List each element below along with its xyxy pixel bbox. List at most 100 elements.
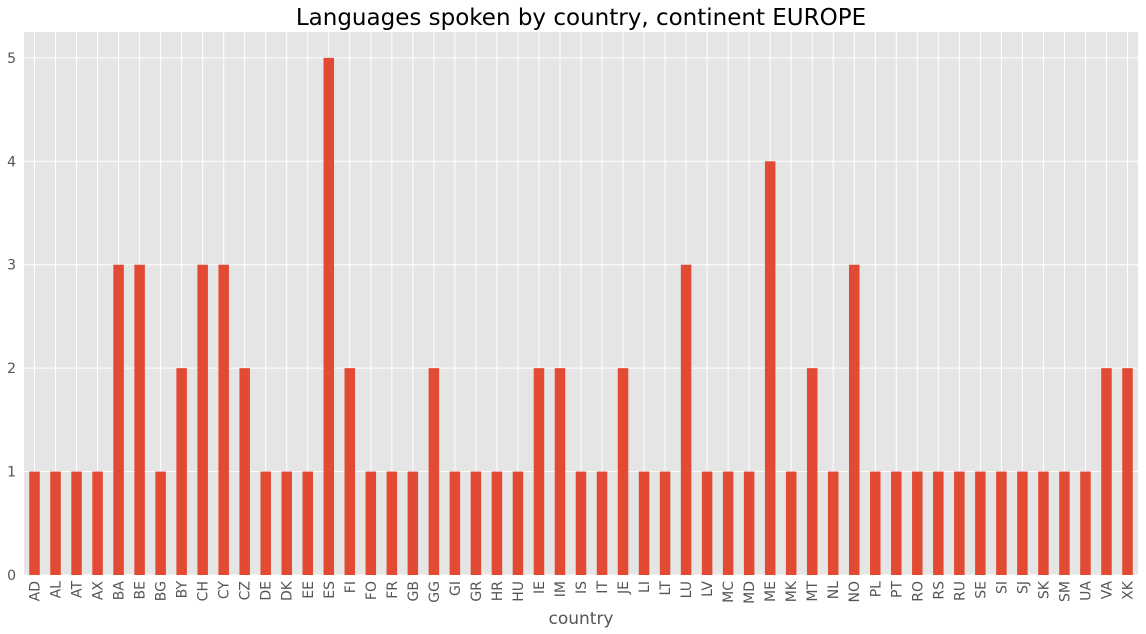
- bar-bg: [155, 471, 166, 575]
- x-tick-label: LI: [637, 581, 653, 593]
- bar-mc: [722, 471, 734, 575]
- bar-mt: [806, 368, 818, 575]
- bar-je: [617, 368, 629, 575]
- bar-ax: [92, 471, 103, 575]
- x-tick-label: RS: [931, 581, 947, 600]
- x-tick-label: AT: [70, 581, 86, 598]
- x-tick-label: AL: [49, 581, 65, 599]
- bar-xk: [1122, 368, 1133, 575]
- x-tick-label: BG: [154, 581, 170, 601]
- x-tick-label: PL: [868, 581, 884, 597]
- x-axis-label: country: [548, 609, 613, 629]
- x-tick-label: IM: [553, 581, 569, 597]
- chart-title: Languages spoken by country, continent E…: [296, 5, 866, 31]
- bar-se: [975, 471, 986, 575]
- x-tick-label: HR: [490, 581, 506, 602]
- bar-sm: [1059, 471, 1070, 575]
- x-tick-label: SM: [1057, 581, 1073, 602]
- bar-be: [134, 264, 145, 575]
- bar-dk: [281, 471, 292, 575]
- bar-ad: [29, 471, 40, 575]
- bar-ba: [113, 264, 124, 575]
- x-tick-label: RU: [952, 581, 968, 601]
- bar-es: [323, 57, 335, 576]
- bar-cz: [239, 368, 250, 575]
- bar-va: [1101, 368, 1112, 575]
- x-tick-label: GR: [469, 581, 485, 602]
- bar-hu: [512, 471, 524, 575]
- x-tick-label: NL: [826, 581, 842, 599]
- x-tick-label: BY: [175, 581, 191, 599]
- bar-md: [743, 471, 755, 575]
- bar-ie: [533, 368, 545, 575]
- x-tick-label: SI: [994, 581, 1010, 594]
- bar-it: [596, 471, 608, 575]
- x-tick-label: CZ: [238, 581, 254, 600]
- x-tick-label: FR: [385, 581, 401, 599]
- x-tick-label: GB: [406, 581, 422, 601]
- bar-pt: [891, 471, 902, 575]
- bar-ee: [302, 471, 314, 575]
- bar-gi: [449, 471, 461, 575]
- bar-lu: [680, 264, 692, 575]
- y-tick-label: 1: [7, 465, 16, 481]
- bar-cy: [218, 264, 229, 575]
- x-tick-label: DK: [280, 580, 296, 601]
- bar-al: [50, 471, 61, 575]
- x-tick-label: BA: [112, 581, 128, 601]
- bar-ua: [1080, 471, 1091, 575]
- x-tick-label: NO: [847, 581, 863, 603]
- bar-si: [996, 471, 1007, 575]
- x-axis-ticks: AD AL AT AX BA BE BG BY CH CY CZ DE DK EE ES FI FO FR GB GG…: [28, 580, 1137, 604]
- x-tick-label: UA: [1078, 581, 1094, 601]
- bar-gb: [407, 471, 419, 575]
- bar-me: [764, 161, 776, 576]
- bar-gg: [428, 368, 440, 575]
- x-tick-label: RO: [910, 581, 926, 602]
- x-tick-label: FI: [343, 581, 359, 593]
- bar-sk: [1038, 471, 1049, 575]
- x-tick-label: SJ: [1015, 581, 1031, 594]
- y-axis-ticks: 0 1 2 3 4 5: [7, 51, 16, 584]
- y-tick-label: 0: [7, 568, 16, 584]
- bar-ru: [954, 471, 965, 575]
- x-tick-label: MK: [784, 580, 800, 602]
- bar-mk: [785, 471, 797, 575]
- y-tick-label: 4: [7, 154, 16, 170]
- x-tick-label: EE: [301, 581, 317, 599]
- x-tick-label: LV: [700, 581, 716, 597]
- x-tick-label: ES: [322, 581, 338, 599]
- bar-sj: [1017, 471, 1028, 575]
- x-tick-label: VA: [1099, 581, 1115, 600]
- x-tick-label: MD: [742, 581, 758, 604]
- y-tick-label: 2: [7, 361, 16, 377]
- bar-rs: [933, 471, 944, 575]
- x-tick-label: SE: [973, 581, 989, 599]
- bar-no: [848, 264, 860, 575]
- x-tick-label: CH: [196, 581, 212, 601]
- x-tick-label: SK: [1036, 580, 1052, 599]
- x-tick-label: GI: [448, 581, 464, 596]
- x-tick-label: JE: [616, 581, 632, 595]
- x-tick-label: LU: [679, 581, 695, 598]
- y-tick-label: 5: [7, 51, 16, 67]
- x-tick-label: GG: [427, 581, 443, 603]
- bar-hr: [491, 471, 503, 575]
- x-tick-label: IE: [532, 581, 548, 594]
- bar-fi: [344, 368, 356, 575]
- bar-gr: [470, 471, 482, 575]
- x-tick-label: AX: [91, 581, 107, 601]
- bar-fr: [386, 471, 398, 575]
- bar-pl: [870, 471, 881, 575]
- x-tick-label: IS: [574, 581, 590, 594]
- bar-at: [71, 471, 82, 575]
- x-tick-label: DE: [259, 581, 275, 601]
- x-tick-label: BE: [133, 581, 149, 599]
- x-tick-label: MT: [805, 581, 821, 602]
- bar-lt: [659, 471, 671, 575]
- x-tick-label: CY: [217, 581, 233, 600]
- bars: [29, 57, 1133, 576]
- bar-ch: [197, 264, 208, 575]
- x-tick-label: HU: [511, 581, 527, 602]
